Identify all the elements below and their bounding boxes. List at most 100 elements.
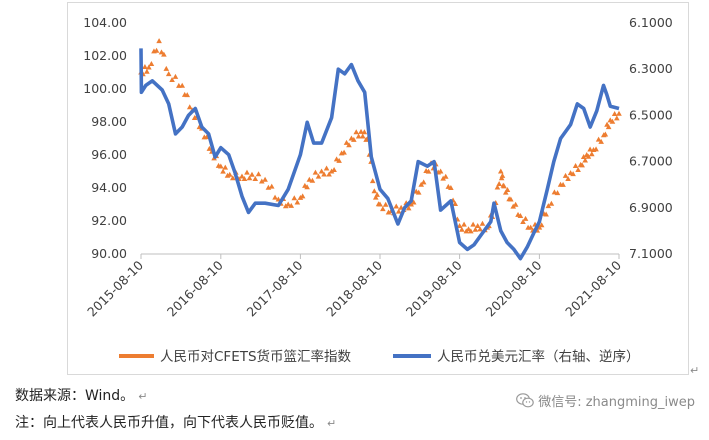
cfets-index-point — [294, 199, 301, 205]
cfets-index-point — [336, 157, 342, 163]
cfets-index-point — [291, 195, 298, 201]
x-tick-label: 2018-08-10 — [323, 257, 385, 319]
cfets-index-point — [522, 215, 529, 221]
x-tick-label: 2020-08-10 — [483, 257, 545, 319]
cfets-index-point — [304, 184, 310, 190]
cfets-index-point — [465, 226, 472, 232]
cfets-index-point — [172, 73, 179, 79]
cfets-index-point — [142, 64, 148, 70]
cfets-index-point — [252, 176, 259, 182]
cfets-index-point — [361, 129, 368, 135]
cfets-index-point — [144, 68, 150, 74]
cfets-index-point — [220, 168, 226, 174]
cfets-index-point — [246, 175, 253, 181]
explanation-note: 注：向上代表人民币升值，向下代表人民币贬值。 ↵ — [15, 412, 336, 432]
cfets-index-point — [494, 184, 501, 190]
cfets-index-point — [218, 163, 224, 169]
cfets-index-point — [470, 221, 476, 227]
cfets-index-point — [318, 168, 325, 174]
cfets-index-point — [206, 145, 213, 151]
cfets-index-point — [191, 114, 198, 120]
cfets-index-point — [346, 142, 352, 148]
cfets-index-point — [565, 176, 571, 182]
usd-cny-series-line — [139, 48, 620, 261]
cfets-index-point — [395, 208, 402, 214]
cfets-index-point — [249, 171, 255, 177]
cfets-index-point — [282, 203, 289, 209]
cfets-index-point — [440, 175, 446, 181]
return-mark: ↵ — [138, 390, 148, 403]
cfets-index-point — [241, 176, 248, 182]
wechat-id: 微信号: zhangming_iwep — [538, 395, 695, 410]
cfets-index-point — [331, 166, 337, 172]
cfets-index-point — [380, 206, 386, 212]
cfets-index-point — [369, 178, 376, 184]
explanation-note-text: 注：向上代表人民币升值，向下代表人民币贬值。 — [15, 415, 323, 431]
cfets-index-point — [517, 213, 524, 219]
y-right-tick-label: 6.1000 — [629, 15, 673, 30]
cfets-index-point — [374, 191, 380, 197]
cfets-index-point — [382, 201, 389, 207]
cfets-index-point — [315, 173, 322, 179]
chart-svg: 90.00 92.00 94.00 96.00 98.00 100.00 102.00 104… — [83, 15, 673, 365]
cfets-index-point — [359, 133, 366, 139]
cfets-index-point — [437, 168, 444, 174]
cfets-index-point — [570, 171, 576, 177]
frame-return-mark: ↵ — [690, 364, 700, 377]
cfets-index-point — [548, 200, 555, 206]
cfets-index-point — [239, 173, 245, 179]
cfets-index-point — [598, 138, 604, 144]
y-left-tick-label: 102.00 — [83, 48, 127, 63]
y-left-tick-label: 104.00 — [83, 15, 127, 30]
cfets-index-point — [148, 60, 155, 66]
cfets-index-point — [415, 189, 422, 195]
cfets-index-point — [353, 129, 360, 135]
y-left-tick-label: 92.00 — [91, 213, 127, 228]
cfets-index-point — [169, 77, 175, 83]
cfets-index-point — [520, 218, 526, 224]
cfets-index-point — [268, 183, 275, 189]
cfets-index-point — [358, 128, 364, 134]
cfets-index-point — [472, 226, 479, 232]
cfets-index-point — [452, 200, 459, 206]
cfets-index-point — [543, 211, 549, 217]
cfets-index-point — [588, 151, 595, 157]
cfets-index-point — [595, 136, 602, 142]
cfets-index-point — [502, 189, 509, 195]
cfets-index-point — [609, 118, 616, 124]
cfets-index-point — [479, 220, 486, 226]
cfets-index-point — [554, 190, 561, 196]
cfets-index-point — [244, 169, 250, 175]
y-right-tick-label: 6.5000 — [629, 107, 673, 122]
cfets-index-point — [326, 171, 332, 177]
cfets-index-point — [408, 201, 414, 207]
legend-label-usdcny: 人民币兑美元汇率（右轴、逆序） — [437, 348, 640, 365]
cfets-index-point — [163, 65, 170, 71]
cfets-index-point — [299, 193, 306, 199]
cfets-index-point — [285, 201, 291, 207]
cfets-index-point — [579, 162, 585, 168]
cfets-index-point — [580, 153, 587, 159]
cfets-index-point — [179, 82, 186, 88]
cfets-index-point — [165, 71, 172, 77]
cfets-index-point — [582, 157, 588, 163]
y-left-tick-label: 96.00 — [91, 147, 127, 162]
cfets-index-point — [312, 169, 319, 175]
cfets-index-point — [459, 226, 465, 232]
cfets-index-point — [611, 111, 618, 117]
cfets-index-point — [616, 110, 622, 116]
y-left-tick-label: 100.00 — [83, 81, 127, 96]
cfets-index-point — [393, 203, 400, 209]
cfets-index-point — [153, 47, 160, 53]
y-right-tick-label: 6.9000 — [629, 200, 673, 215]
cfets-index-point — [545, 203, 552, 209]
cfets-index-point — [614, 115, 620, 121]
cfets-index-point — [371, 188, 378, 194]
cfets-index-point — [405, 205, 412, 211]
x-tick-label: 2017-08-10 — [244, 257, 306, 319]
cfets-index-point — [351, 136, 357, 142]
cfets-index-point — [161, 51, 167, 57]
cfets-index-point — [593, 146, 599, 152]
cfets-index-point — [343, 139, 350, 145]
x-tick-label: 2021-08-10 — [562, 257, 624, 319]
